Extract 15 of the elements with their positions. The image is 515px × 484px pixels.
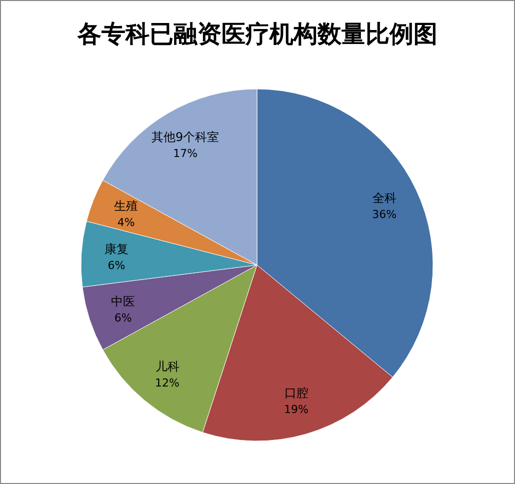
slice-label: 生殖 [114,199,138,214]
data-label: 6% [114,312,132,325]
data-label: 6% [108,259,126,272]
slice-label: 儿科 [155,359,180,374]
slice-label: 全科 [372,191,396,206]
data-label: 4% [117,216,135,230]
data-label: 19% [284,403,309,416]
data-label: 12% [155,376,180,390]
chart-title: 各专科已融资医疗机构数量比例图 [76,19,438,48]
slice-label: 口腔 [284,386,308,400]
data-label: 36% [372,208,397,222]
slice-label: 康复 [104,242,128,256]
slice-label: 其他9个科室 [152,130,220,144]
slice-label: 中医 [111,294,136,309]
data-label: 17% [173,146,198,160]
